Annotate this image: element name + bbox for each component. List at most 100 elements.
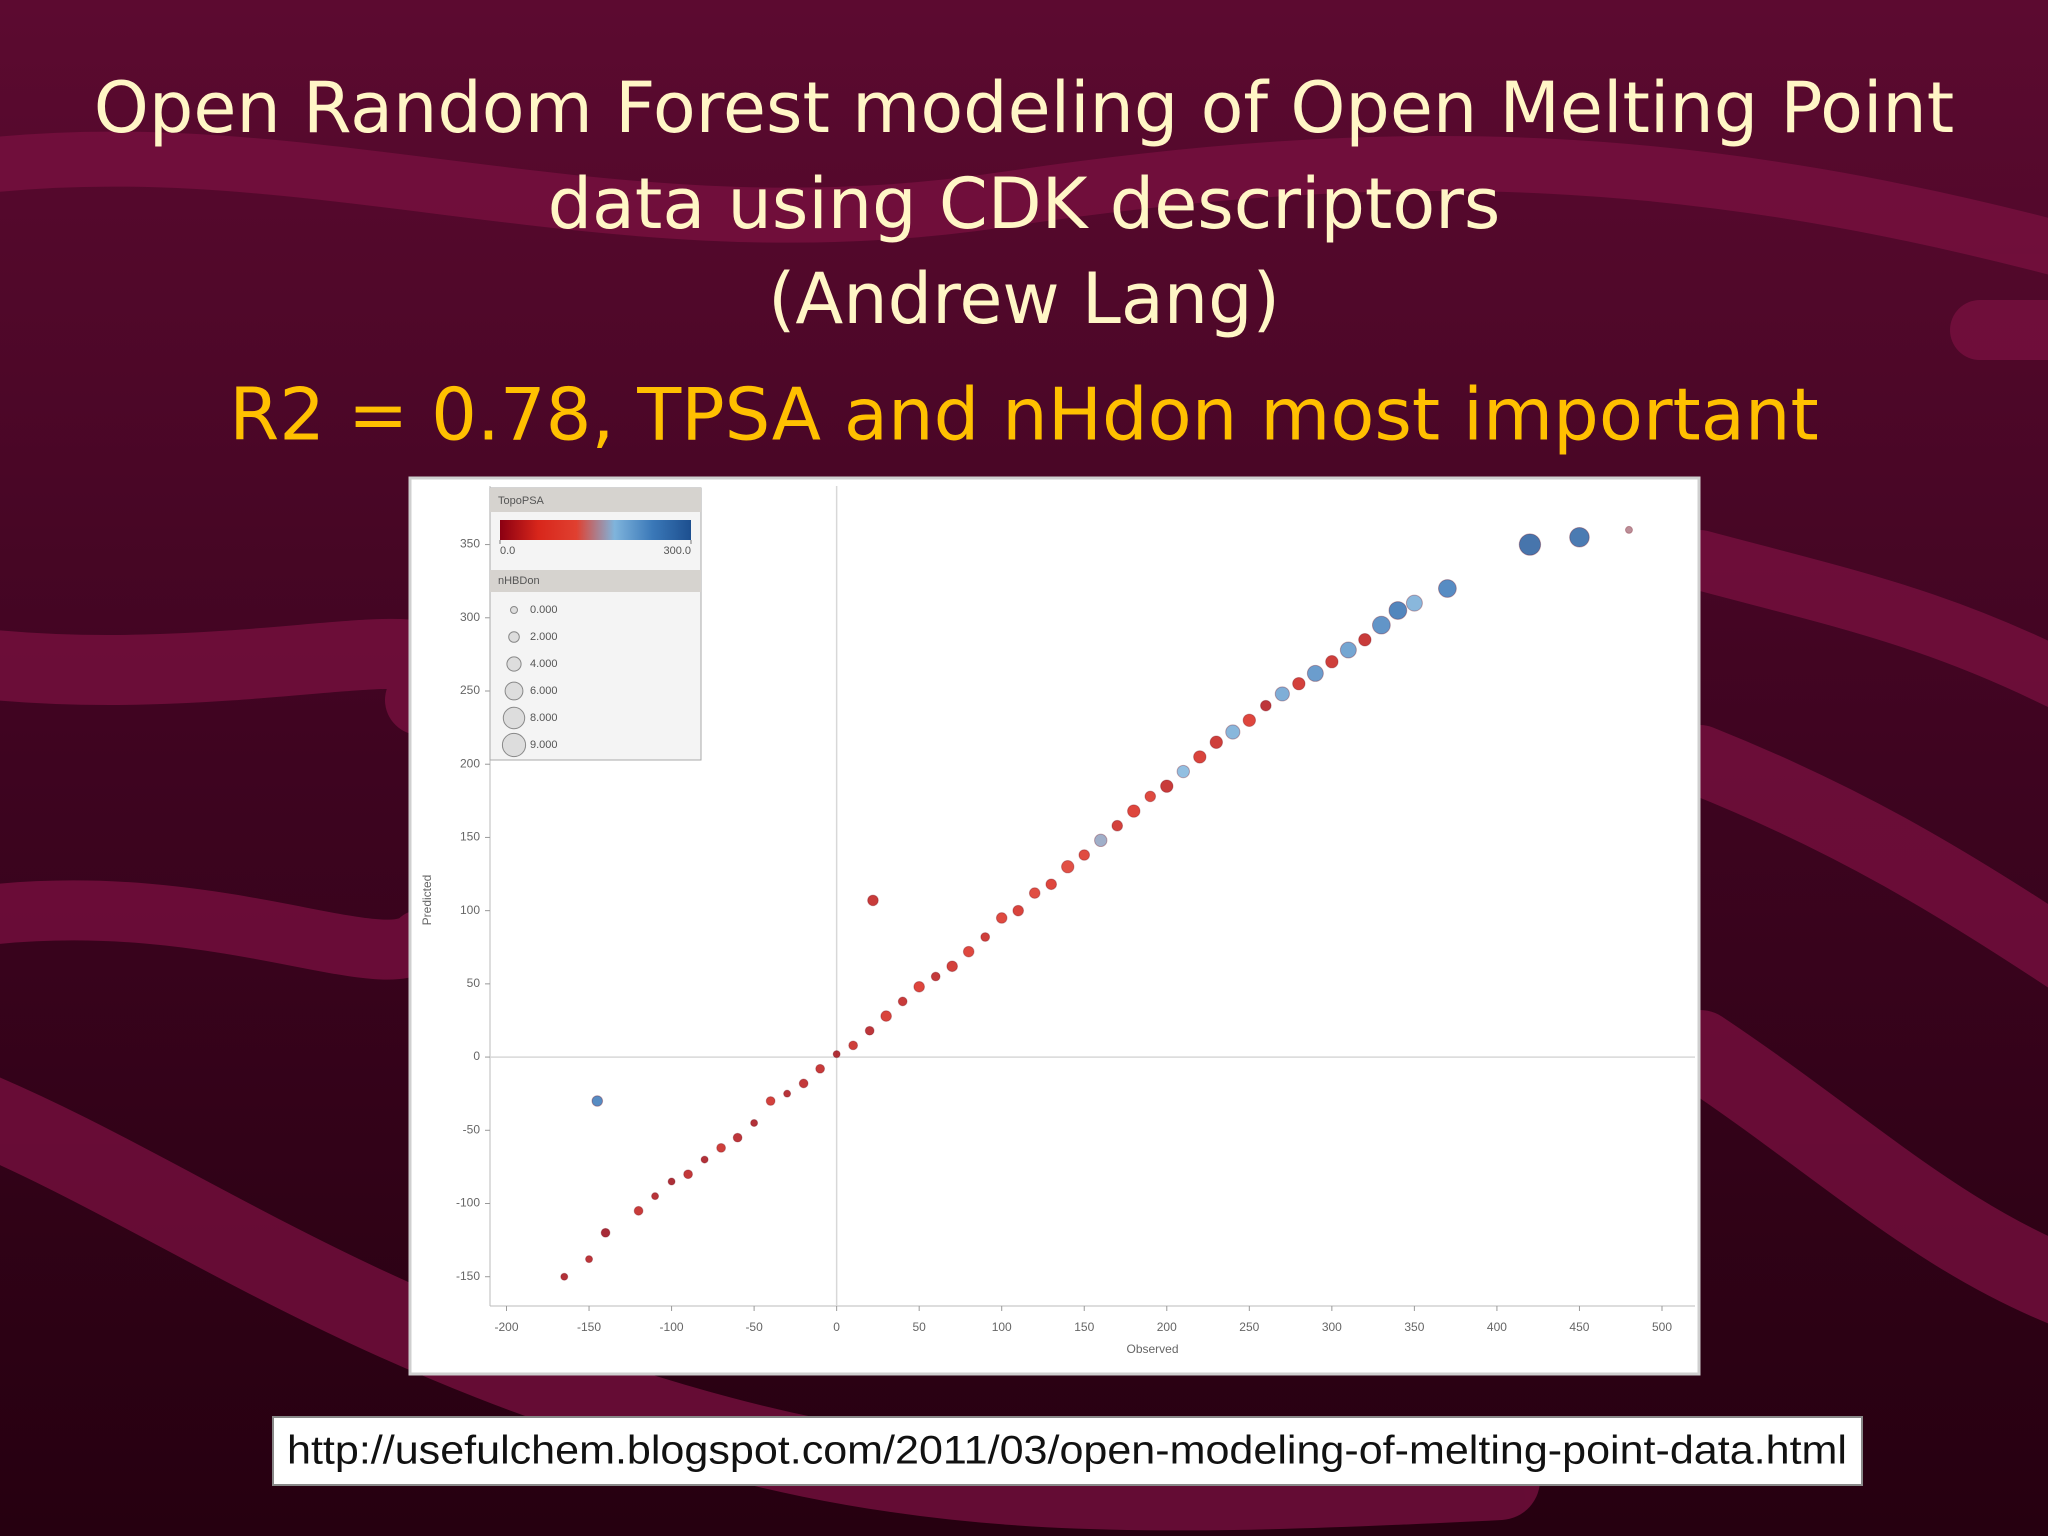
data-point bbox=[750, 1118, 759, 1127]
size-legend-label: 8.000 bbox=[530, 712, 558, 724]
data-point bbox=[1569, 526, 1590, 548]
chart: -200 -150 -100 -50 0 50 100 150 200 250 300 350 400 4… bbox=[420, 486, 1695, 1356]
y-tick-label: 0 bbox=[473, 1049, 480, 1063]
size-legend-marker bbox=[510, 606, 518, 614]
x-tick-label: 200 bbox=[1157, 1320, 1177, 1334]
size-legend-marker bbox=[501, 732, 527, 758]
colorbar bbox=[500, 520, 691, 540]
data-point bbox=[1045, 878, 1058, 891]
data-point bbox=[1437, 579, 1457, 598]
x-tick-label: 500 bbox=[1652, 1320, 1672, 1334]
x-tick-label: 150 bbox=[1074, 1320, 1094, 1334]
size-legend-label: 4.000 bbox=[530, 658, 558, 670]
x-tick-label: 0 bbox=[833, 1320, 840, 1334]
data-point bbox=[1518, 533, 1542, 556]
data-point bbox=[560, 1272, 569, 1281]
data-point bbox=[1325, 655, 1339, 669]
colorbar-title: TopoPSA bbox=[498, 495, 545, 507]
x-tick-label: 450 bbox=[1569, 1320, 1589, 1334]
data-point bbox=[683, 1169, 693, 1180]
title-line: (Andrew Lang) bbox=[768, 258, 1280, 340]
data-point bbox=[732, 1132, 743, 1143]
data-point bbox=[1274, 686, 1290, 702]
y-tick-label: 50 bbox=[467, 976, 481, 990]
y-tick-label: 200 bbox=[460, 756, 480, 770]
data-point bbox=[1094, 833, 1108, 848]
data-point bbox=[651, 1192, 660, 1201]
data-point bbox=[1111, 819, 1124, 832]
x-tick-label: -200 bbox=[494, 1320, 518, 1334]
data-point bbox=[1242, 713, 1257, 727]
data-point bbox=[1339, 641, 1357, 659]
data-point bbox=[832, 1050, 841, 1059]
data-point bbox=[1209, 735, 1224, 749]
data-point bbox=[1144, 790, 1157, 803]
data-point bbox=[1292, 676, 1306, 691]
title-line: Open Random Forest modeling of Open Melt… bbox=[94, 67, 1954, 149]
data-point bbox=[1358, 633, 1372, 647]
size-legend-label: 0.000 bbox=[530, 604, 558, 616]
size-legend-marker bbox=[506, 656, 522, 672]
x-tick-label: 400 bbox=[1487, 1320, 1507, 1334]
y-tick-label: 350 bbox=[460, 537, 480, 551]
data-point bbox=[930, 971, 941, 982]
data-point bbox=[1371, 615, 1391, 635]
x-tick-label: 350 bbox=[1404, 1320, 1424, 1334]
size-legend-marker bbox=[508, 631, 520, 643]
x-tick-label: -150 bbox=[577, 1320, 601, 1334]
data-point bbox=[783, 1089, 792, 1098]
legend: TopoPSA 0.0 300.0 nHBDon 0.000 2.000 4.000 6.00… bbox=[489, 487, 702, 761]
data-point bbox=[995, 912, 1008, 924]
x-tick-label: 100 bbox=[992, 1320, 1012, 1334]
colorbar-tick-label: 0.0 bbox=[500, 545, 515, 557]
data-point bbox=[667, 1177, 676, 1186]
y-tick-label: -100 bbox=[456, 1196, 480, 1210]
data-point bbox=[1388, 601, 1408, 620]
size-legend-label: 9.000 bbox=[530, 739, 558, 751]
legend-header bbox=[490, 488, 701, 512]
data-point bbox=[1061, 860, 1075, 874]
data-point bbox=[716, 1142, 726, 1153]
data-point bbox=[848, 1040, 859, 1051]
colorbar-tick-label: 300.0 bbox=[663, 545, 691, 557]
size-legend-label: 6.000 bbox=[530, 685, 558, 697]
data-point bbox=[1306, 664, 1324, 682]
data-point bbox=[815, 1063, 826, 1074]
data-point bbox=[1078, 849, 1091, 861]
legend-header bbox=[490, 570, 701, 592]
y-tick-label: 250 bbox=[460, 683, 480, 697]
data-point bbox=[765, 1096, 776, 1106]
data-point bbox=[867, 894, 879, 907]
slide-titles: Open Random Forest modeling of Open Melt… bbox=[94, 67, 1954, 457]
x-tick-label: -50 bbox=[745, 1320, 763, 1334]
title-line: data using CDK descriptors bbox=[548, 163, 1501, 245]
data-point bbox=[1193, 750, 1207, 764]
x-tick-label: 300 bbox=[1322, 1320, 1342, 1334]
x-axis-label: Observed bbox=[1126, 1342, 1178, 1356]
data-point bbox=[1176, 764, 1190, 779]
data-point bbox=[897, 996, 908, 1007]
size-legend-label: 2.000 bbox=[530, 631, 558, 643]
data-point bbox=[1260, 699, 1272, 712]
y-tick-label: 100 bbox=[460, 903, 480, 917]
x-tick-label: 50 bbox=[912, 1320, 926, 1334]
data-point bbox=[980, 932, 991, 942]
size-legend-marker bbox=[504, 681, 524, 701]
data-point bbox=[1012, 904, 1025, 917]
data-point bbox=[1225, 724, 1241, 740]
size-legend-marker bbox=[502, 706, 526, 730]
y-tick-label: 300 bbox=[460, 610, 480, 624]
y-axis-label: Predicted bbox=[420, 875, 434, 926]
data-point bbox=[1405, 594, 1423, 612]
source-url: http://usefulchem.blogspot.com/2011/03/o… bbox=[287, 1429, 1847, 1473]
data-point bbox=[1624, 525, 1633, 534]
data-point bbox=[633, 1205, 644, 1216]
data-point bbox=[585, 1255, 594, 1264]
data-point bbox=[1160, 779, 1174, 793]
subtitle: R2 = 0.78, TPSA and nHdon most important bbox=[229, 373, 1819, 457]
data-point bbox=[700, 1155, 709, 1164]
background-waves bbox=[0, 131, 2048, 1531]
data-point bbox=[1028, 887, 1041, 899]
data-point bbox=[591, 1095, 604, 1107]
